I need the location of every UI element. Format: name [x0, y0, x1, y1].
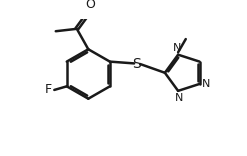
Text: O: O	[85, 0, 95, 11]
Text: F: F	[45, 83, 52, 96]
Text: N: N	[173, 43, 181, 53]
Text: N: N	[175, 93, 183, 103]
Text: N: N	[202, 79, 210, 89]
Text: S: S	[132, 57, 141, 71]
